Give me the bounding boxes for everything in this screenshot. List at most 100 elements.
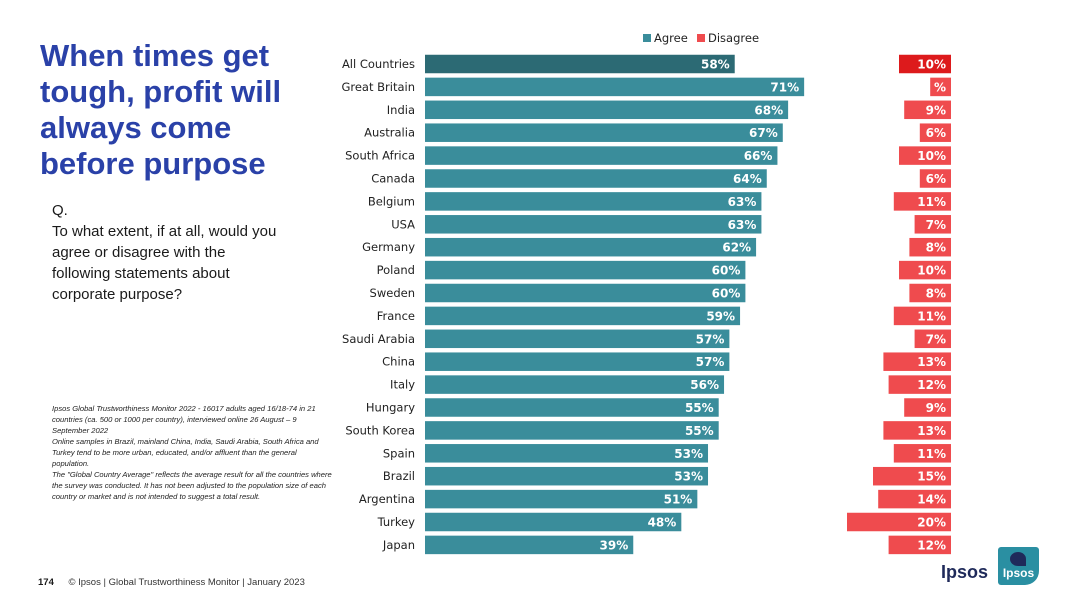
agree-bar — [425, 169, 767, 188]
disagree-bar — [899, 146, 951, 165]
disagree-data-label: 6% — [926, 126, 946, 140]
agree-data-label: 60% — [712, 264, 741, 278]
note-3: The "Global Country Average" reflects th… — [52, 470, 332, 501]
disagree-data-label: 8% — [926, 287, 946, 301]
agree-bar — [425, 123, 783, 142]
disagree-data-label: 11% — [917, 447, 946, 461]
agree-data-label: 59% — [706, 309, 735, 323]
disagree-bar — [904, 398, 951, 417]
disagree-data-label: 9% — [926, 401, 946, 415]
agree-data-label: 48% — [648, 516, 677, 530]
category-label: Hungary — [366, 401, 415, 415]
agree-data-label: 57% — [696, 332, 725, 346]
page-title: When times get tough, profit will always… — [40, 38, 282, 181]
note-2: Online samples in Brazil, mainland China… — [52, 437, 319, 468]
footer-text: © Ipsos | Global Trustworthiness Monitor… — [68, 577, 305, 588]
disagree-data-label: 11% — [917, 309, 946, 323]
disagree-bar — [919, 169, 951, 188]
category-label: Canada — [371, 172, 415, 186]
logo-mark-shape — [1010, 552, 1026, 566]
question-block: Q. To what extent, if at all, would you … — [52, 200, 282, 305]
category-label: Sweden — [370, 286, 415, 300]
disagree-bar — [899, 54, 951, 74]
category-label: Argentina — [359, 492, 415, 506]
category-label: All Countries — [342, 57, 415, 71]
category-label: South Africa — [345, 149, 415, 163]
legend-label-disagree: Disagree — [708, 31, 759, 45]
disagree-bar — [904, 100, 951, 120]
agree-data-label: 58% — [701, 58, 730, 72]
category-label: Australia — [364, 126, 415, 140]
agree-bar — [425, 283, 746, 303]
disagree-bar — [893, 444, 951, 463]
agree-data-label: 62% — [722, 241, 751, 255]
disagree-bar — [893, 192, 951, 211]
agree-bar — [425, 421, 719, 440]
agree-data-label: 64% — [733, 172, 762, 186]
disagree-data-label: 20% — [917, 516, 946, 530]
disagree-bar — [914, 329, 951, 349]
agree-bar — [425, 466, 709, 486]
category-label: Belgium — [368, 194, 415, 208]
agree-bar — [425, 100, 789, 120]
disagree-bar — [899, 260, 951, 280]
category-label: China — [382, 355, 415, 369]
agree-data-label: 71% — [770, 80, 799, 94]
category-label: Italy — [390, 378, 415, 392]
disagree-bar — [930, 77, 951, 97]
disagree-bar — [883, 352, 951, 371]
category-label: Great Britain — [341, 80, 415, 94]
agree-data-label: 63% — [728, 218, 757, 232]
disagree-data-label: 11% — [917, 195, 946, 209]
agree-bar — [425, 375, 725, 394]
agree-bar — [425, 54, 735, 74]
ipsos-logo-text: Ipsos — [941, 562, 989, 582]
disagree-bar — [888, 375, 951, 394]
logo-box-text: Ipsos — [1002, 566, 1035, 580]
disagree-bar — [909, 237, 951, 257]
disagree-data-label: 7% — [926, 218, 946, 232]
question-text: To what extent, if at all, would you agr… — [52, 223, 277, 303]
ipsos-logo-icon: Ipsos — [998, 547, 1039, 585]
disagree-bar — [873, 466, 951, 486]
disagree-data-label: 12% — [917, 538, 946, 552]
question-prefix: Q. — [52, 202, 68, 219]
agree-bar — [425, 512, 682, 532]
agree-data-label: 53% — [674, 470, 703, 484]
disagree-data-label: 9% — [926, 103, 946, 117]
agree-bar — [425, 489, 698, 509]
disagree-data-label: 12% — [917, 378, 946, 392]
disagree-data-label: 13% — [917, 424, 946, 438]
agree-bar — [425, 146, 778, 165]
disagree-bar — [909, 283, 951, 303]
agree-bar — [425, 306, 741, 326]
footer: 174 © Ipsos | Global Trustworthiness Mon… — [38, 577, 305, 588]
agree-bar — [425, 260, 746, 280]
agree-data-label: 51% — [664, 493, 693, 507]
disagree-bar — [883, 421, 951, 440]
note-1: Ipsos Global Trustworthiness Monitor 202… — [52, 404, 316, 435]
disagree-data-label: 6% — [926, 172, 946, 186]
agree-data-label: 67% — [749, 126, 778, 140]
category-label: Japan — [382, 538, 415, 552]
category-label: France — [377, 309, 415, 323]
disagree-bar — [914, 215, 951, 234]
agree-data-label: 66% — [744, 149, 773, 163]
agree-bar — [425, 237, 757, 257]
category-label: Brazil — [383, 469, 415, 483]
disagree-data-label: 10% — [917, 58, 946, 72]
agree-data-label: 68% — [754, 103, 783, 117]
page-number: 174 — [38, 577, 54, 588]
category-label: Germany — [362, 240, 415, 254]
disagree-data-label: % — [934, 80, 946, 94]
category-label: Saudi Arabia — [342, 332, 415, 346]
category-label: India — [387, 103, 415, 117]
agree-data-label: 53% — [674, 447, 703, 461]
category-label: USA — [391, 217, 415, 231]
disagree-data-label: 13% — [917, 355, 946, 369]
agree-bar — [425, 215, 762, 234]
agree-bar — [425, 535, 634, 555]
disagree-data-label: 10% — [917, 264, 946, 278]
agree-bar — [425, 444, 709, 463]
